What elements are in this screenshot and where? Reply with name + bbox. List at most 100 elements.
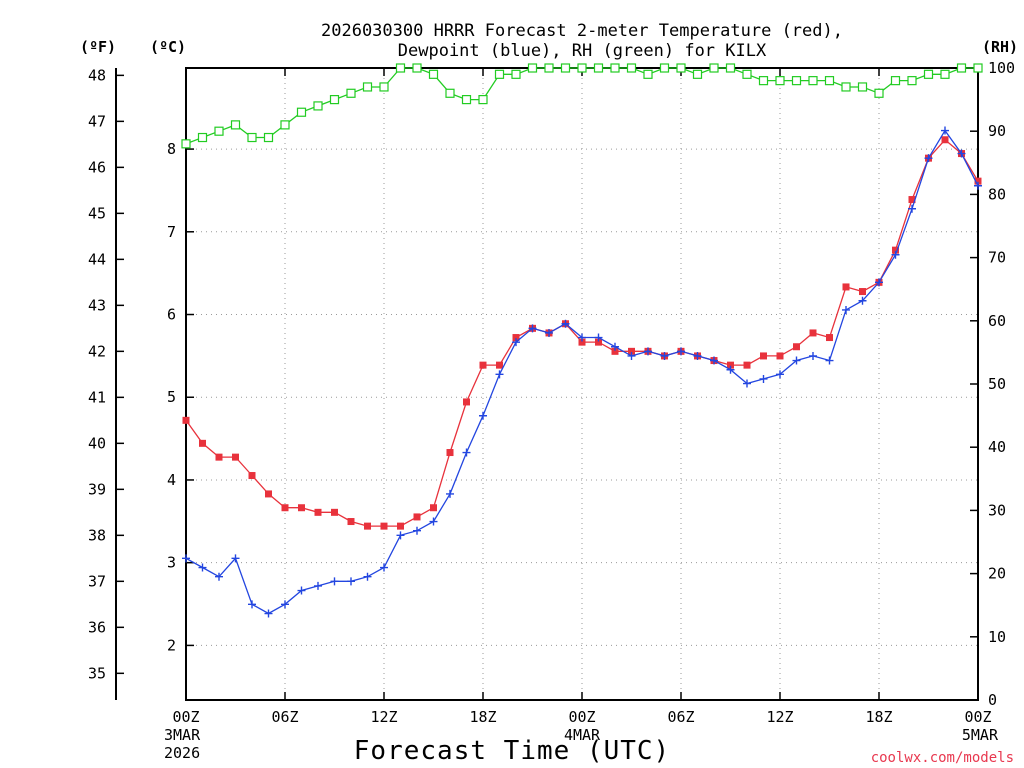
f-tick-label-41: 41	[88, 388, 106, 406]
rh-tick-label-20: 20	[988, 565, 1006, 583]
dewpoint-point-11	[363, 572, 372, 581]
rh-tick-label-90: 90	[988, 122, 1006, 140]
dewpoint-point-9	[330, 577, 339, 586]
x-tick-label-4: 00Z	[568, 708, 595, 726]
axes: 3536373839404142434445464748234567801020…	[88, 59, 1015, 709]
temperature-point-3	[232, 453, 239, 461]
dewpoint-point-46	[941, 126, 949, 135]
rh-tick-label-30: 30	[988, 501, 1006, 519]
temperature-point-48	[974, 177, 982, 185]
rh-point-33	[725, 63, 736, 73]
temperature-point-18	[479, 361, 487, 369]
rh-point-2	[214, 126, 224, 136]
source-credit: coolwx.com/models	[871, 750, 1014, 766]
dewpoint-point-47	[957, 149, 966, 158]
rh-point-41	[857, 82, 868, 92]
grid-lines	[186, 68, 978, 700]
rh-point-38	[808, 76, 818, 86]
temperature-point-25	[595, 338, 602, 346]
rh-point-20	[511, 69, 521, 79]
temperature-point-35	[760, 352, 767, 360]
dewpoint-point-38	[809, 351, 817, 360]
temperature-markers	[182, 136, 982, 530]
temperature-point-12	[380, 522, 388, 530]
temperature-point-39	[826, 334, 833, 342]
temperature-point-46	[941, 136, 949, 144]
f-tick-label-46: 46	[88, 158, 106, 176]
c-tick-label-5: 5	[167, 388, 176, 406]
c-tick-label-2: 2	[167, 636, 176, 654]
dewpoint-point-33	[726, 365, 735, 374]
temperature-point-37	[793, 343, 800, 351]
rh-tick-label-0: 0	[988, 691, 997, 709]
f-tick-label-45: 45	[88, 204, 106, 222]
temperature-point-8	[314, 508, 322, 516]
rh-point-3	[230, 120, 241, 130]
c-tick-label-6: 6	[167, 306, 176, 324]
dewpoint-point-36	[776, 370, 784, 379]
c-tick-label-4: 4	[167, 471, 176, 489]
chart-title: 2026030300 HRRR Forecast 2-meter Tempera…	[321, 21, 843, 61]
rh-tick-label-60: 60	[988, 312, 1006, 330]
f-tick-label-43: 43	[88, 296, 106, 314]
temperature-point-13	[397, 522, 404, 530]
temperature-point-2	[215, 453, 223, 461]
dewpoint-point-26	[611, 342, 619, 351]
rh-point-48	[973, 63, 983, 73]
dewpoint-point-39	[825, 356, 834, 365]
f-tick-label-36: 36	[88, 618, 106, 636]
x-year-label-0: 2026	[164, 744, 200, 762]
rh-point-10	[346, 88, 356, 98]
f-tick-label-48: 48	[88, 66, 106, 84]
rh-point-15	[428, 69, 439, 79]
rh-point-22	[544, 63, 554, 73]
c-tick-label-8: 8	[167, 140, 176, 158]
rh-point-14	[412, 63, 422, 73]
rh-point-36	[775, 76, 785, 86]
x-axis-title: Forecast Time (UTC)	[354, 736, 670, 766]
f-tick-label-38: 38	[88, 526, 106, 544]
dewpoint-point-28	[644, 347, 652, 356]
dewpoint-point-24	[578, 333, 586, 342]
temperature-point-0	[182, 416, 190, 424]
x-tick-label-0: 00Z	[172, 708, 199, 726]
data-series	[181, 63, 983, 618]
dewpoint-point-37	[792, 356, 801, 365]
rh-point-16	[445, 88, 455, 98]
rh-point-11	[362, 82, 373, 92]
dewpoint-point-42	[875, 278, 883, 287]
dewpoint-point-13	[396, 531, 405, 540]
rh-point-17	[461, 94, 472, 105]
rh-point-45	[923, 69, 934, 79]
dewpoint-point-3	[231, 554, 240, 563]
rh-tick-label-70: 70	[988, 249, 1006, 267]
dewpoint-point-19	[495, 370, 504, 379]
rh-point-40	[841, 82, 851, 92]
f-tick-label-35: 35	[88, 664, 106, 682]
rh-point-9	[329, 94, 340, 105]
rh-point-19	[494, 69, 505, 79]
dewpoint-point-2	[215, 572, 223, 581]
dewpoint-markers	[182, 126, 982, 618]
dewpoint-point-22	[545, 328, 553, 337]
dewpoint-point-48	[974, 181, 982, 190]
rh-point-47	[956, 63, 967, 73]
rh-point-8	[313, 101, 323, 111]
dewpoint-point-32	[710, 356, 718, 365]
dewpoint-point-1	[198, 563, 207, 572]
c-tick-label-7: 7	[167, 223, 176, 241]
x-tick-label-1: 06Z	[271, 708, 298, 726]
f-tick-label-39: 39	[88, 480, 106, 498]
rh-point-13	[395, 63, 406, 73]
x-tick-label-5: 06Z	[667, 708, 694, 726]
x-date-label-4: 4MAR	[564, 726, 601, 744]
dewpoint-point-14	[413, 526, 421, 535]
rh-tick-label-50: 50	[988, 375, 1006, 393]
f-tick-label-37: 37	[88, 572, 106, 590]
dewpoint-point-29	[660, 351, 669, 360]
f-tick-label-40: 40	[88, 434, 106, 452]
rh-point-30	[676, 63, 686, 73]
rh-point-4	[247, 132, 257, 143]
dewpoint-point-18	[479, 411, 487, 420]
